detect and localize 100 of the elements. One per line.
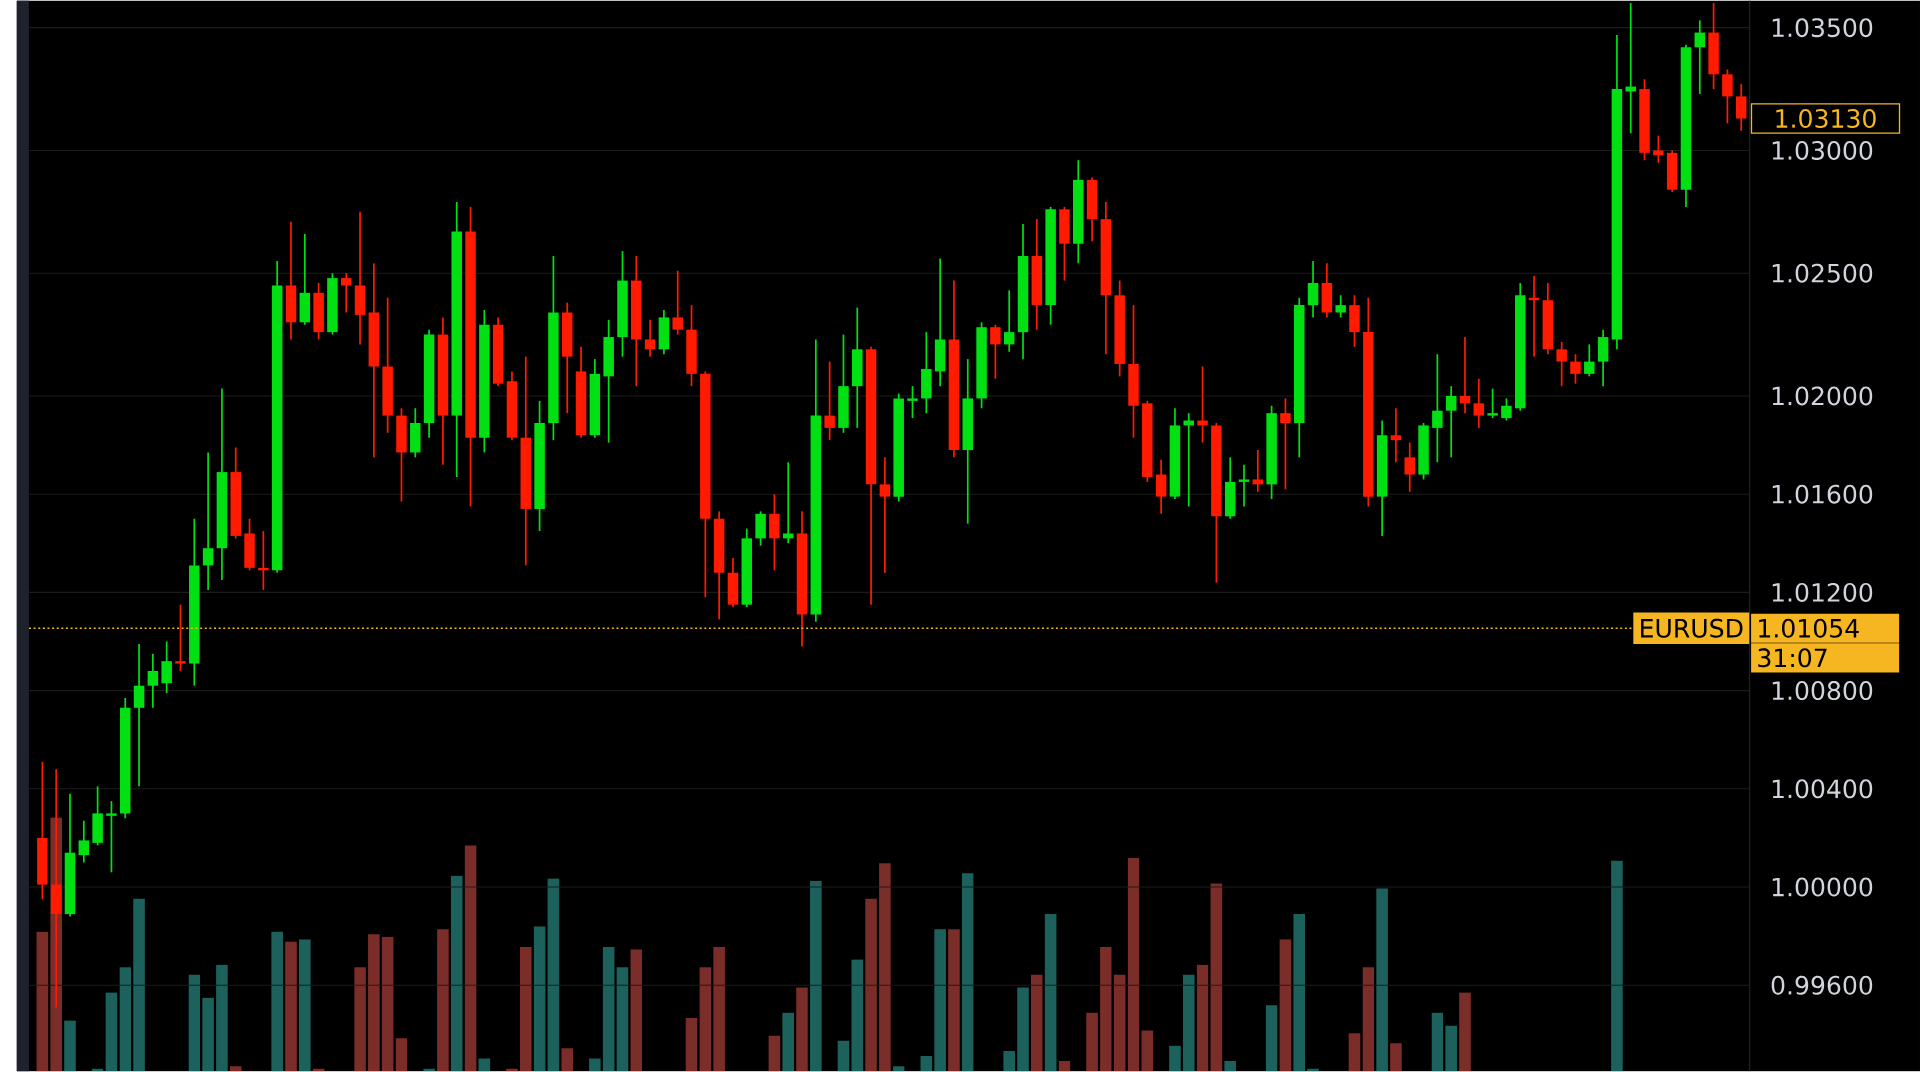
text: 1.01054	[1759, 618, 1859, 638]
bar	[699, 967, 712, 1072]
y-tick-label: 1.00400	[1772, 779, 1873, 799]
candlestick	[1556, 341, 1567, 388]
candlestick	[1570, 353, 1581, 385]
bar	[934, 929, 946, 1072]
candlestick	[161, 640, 172, 694]
text: 31:07	[1758, 648, 1827, 668]
bar	[1127, 858, 1140, 1072]
y-tick-label: 0.99600	[1771, 975, 1873, 995]
candlestick	[907, 385, 918, 419]
candlestick	[1584, 343, 1595, 378]
candlestick	[1501, 397, 1512, 422]
bar	[105, 992, 118, 1072]
candlestick	[1653, 134, 1664, 164]
bar	[202, 997, 214, 1072]
bar	[1017, 987, 1029, 1072]
candlestick	[1003, 289, 1015, 353]
y-tick-label: 1.01200	[1772, 582, 1873, 602]
bar	[713, 946, 725, 1072]
bar	[450, 875, 463, 1072]
bar	[1182, 974, 1195, 1072]
y-tick-label: 1.00000	[1772, 877, 1873, 897]
bar	[961, 873, 974, 1072]
candlestick	[340, 272, 352, 314]
bar	[1348, 1033, 1361, 1072]
candlestick	[1155, 459, 1167, 515]
bar	[133, 898, 145, 1072]
y-tick-label: 1.03000	[1772, 140, 1873, 160]
bar	[1141, 1030, 1154, 1072]
bar	[1086, 1012, 1098, 1072]
candlestick	[1487, 387, 1498, 419]
bar	[948, 929, 960, 1072]
bar	[1459, 992, 1471, 1072]
candlestick	[78, 819, 90, 864]
candlestick	[782, 461, 794, 545]
bar	[271, 931, 283, 1072]
bar	[1431, 1012, 1444, 1072]
candlestick	[990, 323, 1001, 380]
bar	[216, 964, 228, 1072]
bar	[298, 939, 311, 1072]
bar	[920, 1056, 933, 1072]
bar	[381, 936, 394, 1072]
candlestick	[1473, 377, 1485, 429]
candlestick	[175, 603, 186, 672]
bar	[547, 878, 560, 1072]
bar	[879, 863, 891, 1072]
bar	[782, 1012, 795, 1072]
bar	[36, 931, 49, 1072]
bar	[533, 926, 546, 1072]
bar	[478, 1058, 491, 1072]
y-tick-label: 1.00800	[1772, 681, 1873, 701]
bar	[616, 967, 629, 1072]
bar	[1169, 1045, 1181, 1072]
y-tick-label: 1.03500	[1772, 18, 1873, 38]
text: 1.03130	[1776, 109, 1876, 129]
bar	[1611, 860, 1623, 1072]
bar	[892, 1066, 905, 1072]
bar	[519, 946, 532, 1072]
bar	[1279, 939, 1292, 1072]
bar	[1376, 888, 1388, 1072]
bar	[1113, 974, 1126, 1072]
candlestick	[1459, 336, 1471, 415]
bar	[368, 934, 380, 1072]
candlestick	[1694, 19, 1706, 95]
candlestick	[1252, 449, 1264, 493]
candlestick	[1238, 463, 1250, 508]
bar	[437, 929, 449, 1072]
bar	[229, 1066, 242, 1072]
y-tick-label: 1.02000	[1772, 386, 1873, 406]
bar	[1031, 974, 1043, 1072]
ref-line-label: EURUSD	[1641, 618, 1743, 638]
candlestick	[879, 456, 891, 574]
bar	[561, 1048, 574, 1072]
bar	[119, 967, 132, 1072]
bar	[1362, 967, 1375, 1072]
bar	[1293, 913, 1306, 1072]
candlestick	[1335, 294, 1346, 319]
candlestick	[672, 269, 683, 336]
candlestick	[133, 643, 145, 788]
bar	[1044, 913, 1057, 1072]
candlestick	[1280, 397, 1291, 491]
bar	[1224, 1061, 1236, 1072]
candlestick	[202, 451, 214, 591]
bar	[1210, 883, 1223, 1072]
candlestick	[1404, 441, 1415, 493]
bar	[188, 974, 201, 1072]
candlestick	[824, 360, 835, 442]
bar	[768, 1035, 781, 1072]
bar	[1196, 964, 1209, 1072]
candlestick	[1307, 260, 1319, 319]
candlestick	[1735, 83, 1747, 132]
bar	[354, 967, 366, 1072]
candlestick	[1722, 68, 1733, 125]
candlestick	[1432, 353, 1443, 464]
bar	[1058, 1061, 1071, 1072]
bar	[685, 1017, 698, 1072]
bar	[865, 898, 877, 1072]
bar	[464, 845, 477, 1072]
bar	[1003, 1050, 1015, 1072]
